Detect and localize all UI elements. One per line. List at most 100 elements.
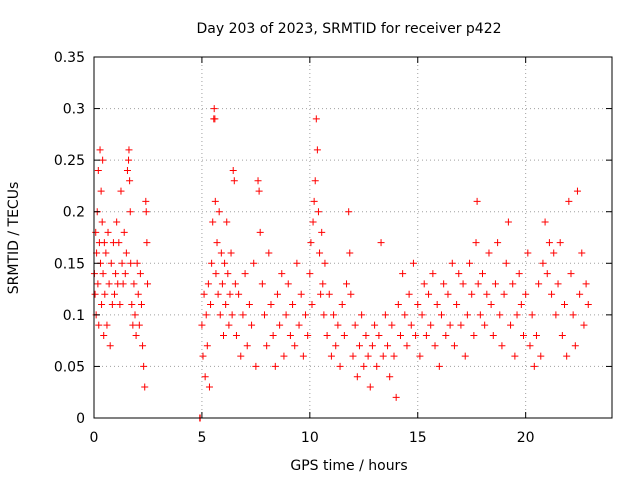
data-point: [293, 259, 301, 267]
data-point: [123, 166, 131, 174]
data-point: [401, 311, 409, 319]
data-point: [323, 331, 331, 339]
data-point: [483, 290, 491, 298]
data-point: [473, 197, 481, 205]
data-point: [142, 208, 150, 216]
data-point: [230, 177, 238, 185]
data-point: [119, 280, 127, 288]
data-point: [522, 290, 530, 298]
data-point: [487, 301, 495, 309]
data-point: [336, 362, 344, 370]
data-point: [91, 290, 99, 298]
data-point: [116, 301, 124, 309]
data-point: [131, 311, 139, 319]
data-point: [437, 311, 445, 319]
data-point: [107, 259, 115, 267]
data-point: [334, 321, 342, 329]
data-point: [346, 249, 354, 257]
data-point: [330, 311, 338, 319]
grid-lines: [94, 57, 612, 418]
data-point: [571, 342, 579, 350]
data-point: [327, 352, 335, 360]
data-point: [209, 218, 217, 226]
data-point: [569, 311, 577, 319]
data-point: [472, 239, 480, 247]
data-point: [511, 352, 519, 360]
data-point: [502, 259, 510, 267]
data-point: [250, 259, 258, 267]
data-point: [399, 270, 407, 278]
data-point: [133, 259, 141, 267]
data-point: [318, 228, 326, 236]
data-point: [545, 239, 553, 247]
data-point: [377, 239, 385, 247]
data-point: [435, 362, 443, 370]
data-point: [125, 156, 133, 164]
data-point: [239, 311, 247, 319]
data-point: [225, 321, 233, 329]
data-point: [412, 331, 420, 339]
data-point: [278, 270, 286, 278]
data-point: [94, 280, 102, 288]
data-point: [567, 270, 575, 278]
data-point: [582, 280, 590, 288]
data-point: [255, 187, 263, 195]
data-point: [99, 270, 107, 278]
data-point: [200, 290, 208, 298]
data-point: [231, 280, 239, 288]
data-point: [476, 311, 484, 319]
data-point: [425, 290, 433, 298]
data-point: [537, 352, 545, 360]
data-point: [453, 301, 461, 309]
data-point: [358, 311, 366, 319]
data-point: [526, 342, 534, 350]
data-point: [457, 321, 465, 329]
y-tick-label: 0.1: [63, 308, 85, 324]
data-point: [325, 290, 333, 298]
data-point: [134, 290, 142, 298]
data-point: [129, 321, 137, 329]
data-point: [390, 352, 398, 360]
x-tick-label: 10: [301, 430, 319, 446]
data-point: [104, 228, 112, 236]
data-point: [491, 280, 499, 288]
data-point: [414, 301, 422, 309]
data-point: [117, 187, 125, 195]
data-point: [550, 249, 558, 257]
data-point: [269, 331, 277, 339]
data-point: [295, 321, 303, 329]
data-point: [280, 352, 288, 360]
data-point: [422, 331, 430, 339]
data-point: [479, 270, 486, 278]
data-point: [258, 280, 266, 288]
data-point: [127, 259, 135, 267]
data-point: [98, 301, 106, 309]
data-point: [276, 321, 284, 329]
data-point: [100, 331, 108, 339]
data-point: [317, 290, 325, 298]
data-point: [496, 311, 504, 319]
data-point: [311, 177, 319, 185]
data-point: [431, 342, 439, 350]
data-point: [524, 249, 532, 257]
data-point: [500, 290, 508, 298]
data-point: [210, 105, 218, 113]
data-point: [580, 321, 588, 329]
data-point: [235, 290, 243, 298]
plot-frame: [93, 56, 613, 419]
data-point: [360, 362, 368, 370]
data-point: [101, 290, 109, 298]
data-point: [99, 156, 107, 164]
data-point: [115, 239, 123, 247]
data-point: [213, 239, 221, 247]
data-point: [284, 280, 292, 288]
data-point: [384, 342, 392, 350]
data-point: [282, 311, 290, 319]
data-point: [132, 331, 140, 339]
data-point: [561, 301, 569, 309]
data-point: [554, 280, 562, 288]
x-tick-label: 15: [409, 430, 427, 446]
data-point: [416, 352, 424, 360]
data-point: [530, 362, 538, 370]
data-point: [136, 270, 144, 278]
